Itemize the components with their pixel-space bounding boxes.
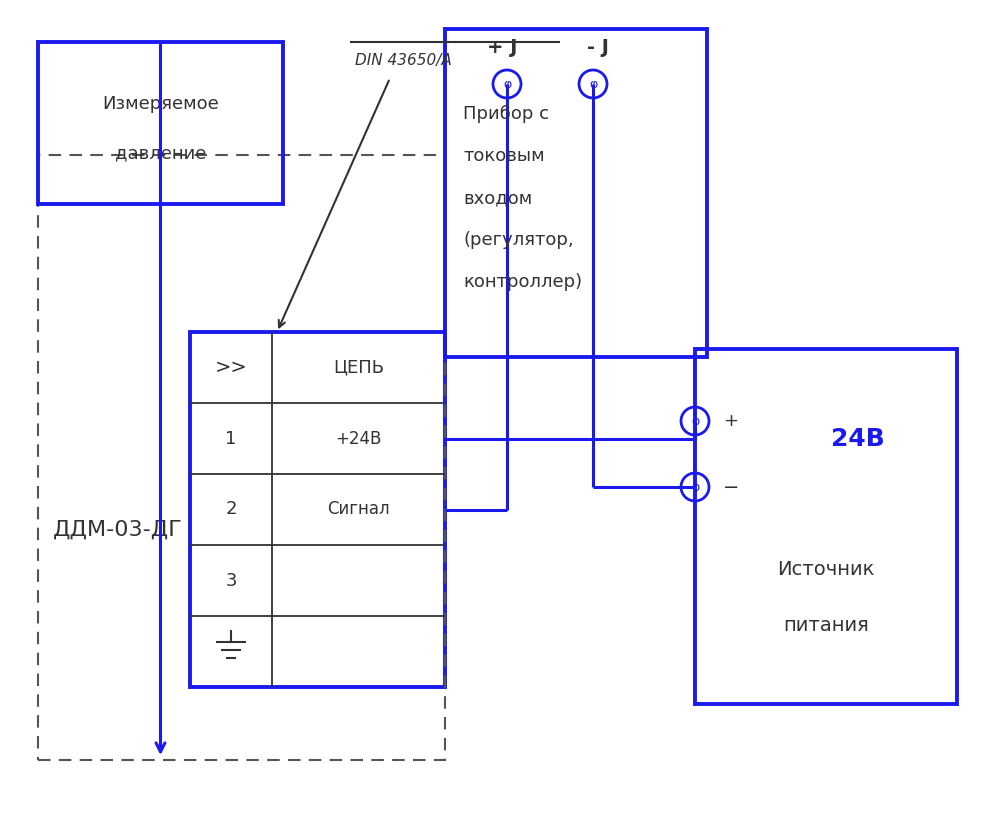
Text: 24В: 24В bbox=[831, 427, 884, 451]
Text: (регулятор,: (регулятор, bbox=[463, 231, 574, 249]
Text: 3: 3 bbox=[225, 572, 237, 590]
Text: +: + bbox=[723, 412, 738, 430]
Text: DIN 43650/A: DIN 43650/A bbox=[355, 52, 452, 67]
Text: 2: 2 bbox=[225, 501, 237, 518]
Bar bbox=[38, 155, 445, 760]
Text: Измеряемое: Измеряемое bbox=[102, 95, 219, 112]
Text: Источник: Источник bbox=[777, 560, 875, 578]
Text: φ: φ bbox=[691, 414, 699, 428]
Bar bbox=[190, 332, 445, 687]
Text: φ: φ bbox=[503, 77, 511, 91]
Text: −: − bbox=[723, 478, 739, 497]
Bar bbox=[445, 29, 707, 357]
Text: + J: + J bbox=[487, 37, 517, 57]
Bar bbox=[38, 42, 283, 204]
Text: питания: питания bbox=[783, 617, 869, 636]
Text: токовым: токовым bbox=[463, 147, 545, 165]
Text: 1: 1 bbox=[225, 429, 237, 448]
Text: Сигнал: Сигнал bbox=[327, 501, 390, 518]
Text: ДДМ-03-ДГ: ДДМ-03-ДГ bbox=[53, 520, 183, 540]
Text: контроллер): контроллер) bbox=[463, 273, 582, 291]
Text: φ: φ bbox=[589, 77, 597, 91]
Text: ЦЕПЬ: ЦЕПЬ bbox=[333, 359, 384, 377]
Bar bbox=[695, 349, 957, 704]
Text: - J: - J bbox=[587, 37, 609, 57]
Text: давление: давление bbox=[115, 145, 206, 162]
Text: >>: >> bbox=[215, 358, 247, 377]
Text: φ: φ bbox=[691, 481, 699, 493]
Text: +24В: +24В bbox=[335, 429, 382, 448]
Text: входом: входом bbox=[463, 189, 532, 207]
Text: Прибор с: Прибор с bbox=[463, 105, 549, 123]
